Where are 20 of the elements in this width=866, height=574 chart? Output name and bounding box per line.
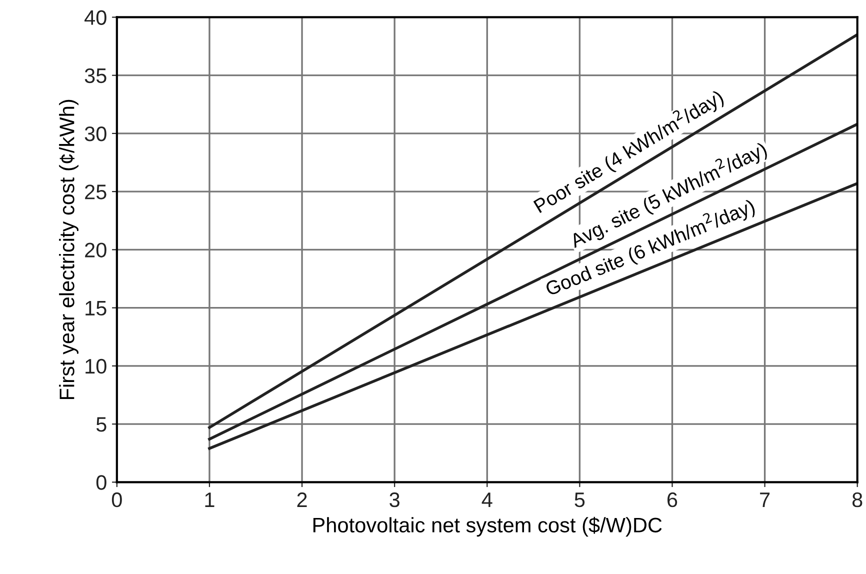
y-tick-label: 5	[96, 417, 106, 432]
x-tick-label: 3	[390, 492, 400, 508]
y-tick-label: 0	[96, 475, 106, 490]
y-tick-label: 40	[84, 10, 106, 25]
y-tick-label: 25	[85, 184, 106, 200]
y-tick-label: 30	[84, 126, 106, 142]
x-tick-label: 2	[297, 492, 307, 507]
x-axis-title: Photovoltaic net system cost ($/W)DC	[313, 516, 662, 537]
y-tick-label: 10	[86, 358, 106, 374]
x-tick-label: 0	[112, 492, 122, 508]
y-tick-label: 35	[84, 68, 106, 84]
x-tick-label: 6	[668, 492, 678, 508]
x-tick-label: 4	[482, 492, 492, 507]
x-tick-label: 7	[760, 492, 770, 507]
y-axis-title: First year electricity cost (¢/kWh)	[59, 100, 78, 400]
x-tick-label: 5	[574, 492, 585, 508]
y-tick-label: 15	[86, 301, 106, 316]
y-tick-label: 20	[85, 242, 106, 258]
x-tick-label: 8	[852, 492, 862, 508]
x-tick-label: 1	[205, 492, 214, 507]
